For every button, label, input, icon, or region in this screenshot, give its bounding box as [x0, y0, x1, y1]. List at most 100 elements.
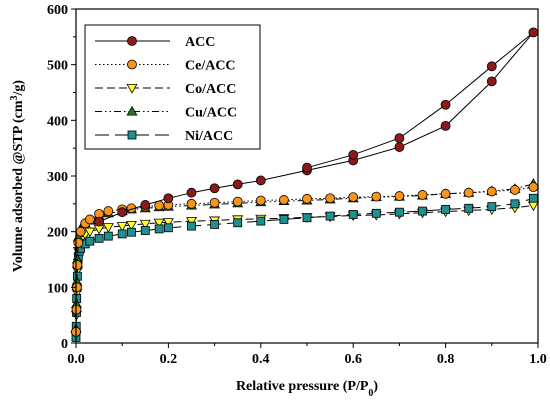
series-ce-acc-point — [232, 196, 243, 207]
series-acc-point — [302, 162, 312, 173]
series-ce-acc-point — [371, 191, 382, 202]
series-ce-acc-point — [186, 198, 197, 209]
series-acc-point — [348, 149, 359, 160]
series-ni-acc-point — [210, 220, 220, 229]
series-ce-acc-point — [440, 188, 451, 199]
x-tick-label: 0.4 — [252, 352, 270, 367]
series-ce-acc-point — [486, 186, 497, 197]
series-ce-acc-point — [510, 185, 520, 195]
series-ni-acc-point — [325, 211, 335, 221]
y-axis-title-main: Volume adsorbed @STP (cm — [11, 100, 26, 272]
y-tick-label: 400 — [47, 114, 68, 129]
series-acc-point — [186, 187, 197, 198]
x-axis-title-close: ) — [373, 379, 378, 394]
x-axis-title-subscript: 0 — [368, 388, 373, 399]
y-tick-label: 200 — [47, 226, 68, 241]
ticks-layer: 0.0 0.2 0.4 0.6 0.8 1.0 0 100 200 300 400 500 600 — [47, 3, 547, 367]
series-acc-point — [163, 193, 174, 204]
legend-marker — [127, 59, 137, 70]
series-co-acc-point — [162, 218, 174, 228]
series-ni-acc-point — [117, 229, 127, 239]
series-ce-acc-point — [84, 214, 95, 225]
series-ce-acc-point — [417, 190, 428, 200]
series-ni-acc-point — [94, 233, 104, 243]
series-co-acc-point — [139, 219, 151, 230]
series-ni-acc-point — [154, 224, 164, 234]
legend-label: Ce/ACC — [185, 59, 236, 74]
y-axis-title-superscript: 3 — [9, 95, 20, 100]
series-ni-acc-point — [528, 193, 538, 203]
series-ce-acc-point — [103, 206, 114, 216]
y-tick-label: 500 — [47, 59, 68, 74]
legend-marker — [127, 130, 137, 140]
legend-item-cu-acc: Cu/ACC — [95, 106, 237, 121]
x-axis-title: Relative pressure (P/P0) — [236, 379, 378, 399]
legend-label: Cu/ACC — [185, 106, 237, 121]
legend-item-co-acc: Co/ACC — [95, 82, 236, 97]
series-ce-acc-point — [75, 226, 86, 237]
series-acc-point — [528, 27, 539, 38]
series-ni-acc-point — [256, 216, 266, 226]
series-ce-acc-point — [348, 192, 359, 203]
series-co-acc-point — [125, 220, 137, 231]
series-co-acc-point — [116, 222, 128, 232]
series-ni-acc-point — [103, 231, 113, 241]
series-ni-acc — [71, 193, 538, 342]
series-acc-point — [255, 175, 266, 186]
series-acc-point — [440, 121, 451, 131]
series-ni-acc-point — [127, 227, 136, 237]
legend-label: ACC — [185, 35, 215, 50]
series-ni-acc-point — [418, 206, 427, 216]
legend-item-ni-acc: Ni/ACC — [95, 129, 233, 144]
series-acc-point — [232, 179, 243, 190]
series-ni-acc-point — [510, 199, 520, 209]
legend-label: Ni/ACC — [185, 129, 233, 144]
series-ni-acc-point — [441, 204, 451, 214]
series-ni-acc-point — [302, 213, 312, 223]
series-ce-acc-point — [73, 237, 84, 248]
series-ni-acc-point — [279, 215, 289, 224]
series-ni-acc-point — [348, 210, 358, 219]
y-axis-title-rest: /g) — [11, 80, 26, 97]
series-ni-acc-point — [394, 207, 404, 217]
y-axis-title: Volume adsorbed @STP (cm3/g) — [9, 80, 27, 272]
series-co-acc-point — [102, 223, 114, 233]
series-acc-point — [209, 183, 220, 194]
x-tick-label: 0.0 — [67, 352, 85, 367]
series-co-acc-point — [84, 227, 96, 238]
series-ce-acc-point — [528, 182, 539, 193]
series-acc-point — [486, 61, 497, 72]
y-tick-label: 0 — [61, 337, 68, 352]
series-ni-acc-point — [464, 203, 474, 213]
series-ce-acc-point — [209, 197, 220, 208]
legend-marker — [127, 36, 137, 46]
series-layer — [70, 27, 539, 342]
series-ce-acc-point — [325, 193, 336, 204]
x-tick-label: 0.6 — [344, 352, 362, 367]
x-tick-label: 0.2 — [160, 352, 178, 367]
series-acc-point — [440, 99, 451, 110]
series-ce-acc-point — [255, 195, 266, 206]
series-ce-acc-point — [394, 191, 405, 201]
legend-item-acc: ACC — [95, 35, 215, 50]
x-axis-title-main: Relative pressure (P/P — [236, 379, 369, 394]
series-ce-acc-point — [72, 260, 83, 270]
series-acc-point — [117, 207, 128, 218]
y-tick-label: 100 — [47, 281, 68, 296]
series-acc — [94, 27, 539, 227]
series-acc-point — [486, 76, 497, 87]
series-ce-acc-point — [463, 187, 474, 198]
series-ni-acc-point — [487, 202, 497, 212]
series-acc-point — [94, 216, 104, 227]
series-ni-acc-point — [140, 226, 150, 235]
legend-label: Co/ACC — [185, 82, 236, 97]
y-tick-label: 600 — [47, 3, 68, 18]
series-ni-acc-point — [371, 208, 381, 218]
legend-box — [84, 24, 261, 150]
series-acc-desorption-line — [306, 32, 534, 169]
legend-marker — [126, 84, 138, 94]
series-co-acc-point — [153, 218, 165, 229]
series-ni-acc-point — [85, 236, 95, 246]
series-co-acc-point — [527, 201, 539, 212]
